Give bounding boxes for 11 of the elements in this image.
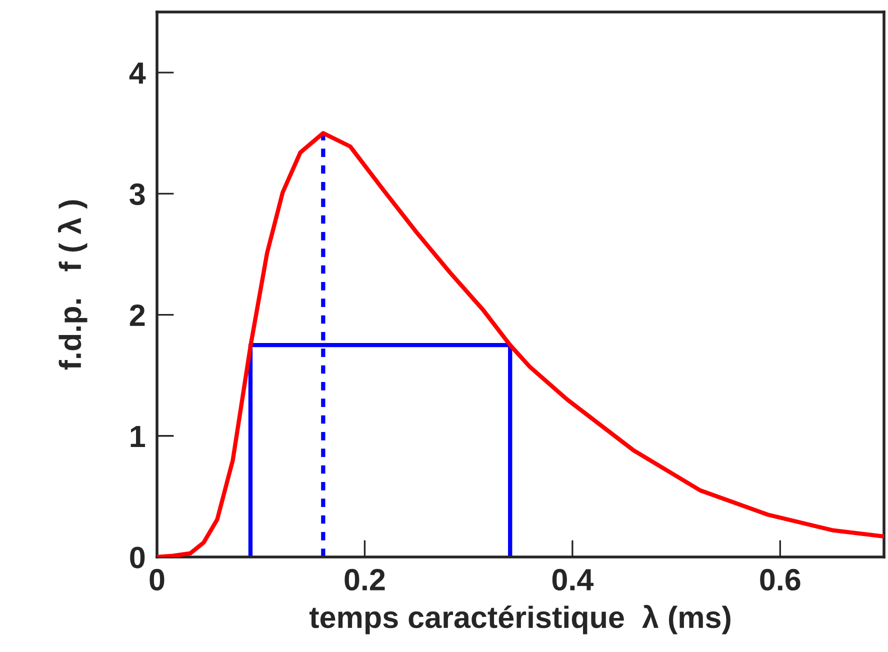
x-tick-label: 0.2 (344, 568, 385, 591)
y-axis-title: f.d.p. f ( λ ) (58, 200, 88, 370)
x-tick-label: 0.6 (760, 568, 800, 591)
y-tick-label: 2 (130, 304, 145, 326)
x-tick-label: 0.4 (552, 568, 594, 591)
y-tick-label: 1 (130, 426, 146, 447)
x-axis-title: temps caractéristique λ (ms) (309, 604, 730, 634)
y-tick-label: 3 (130, 183, 145, 206)
y-tick-label: 4 (129, 62, 146, 84)
x-tick-label: 0 (150, 568, 164, 591)
y-tick-label: 0 (130, 546, 145, 568)
